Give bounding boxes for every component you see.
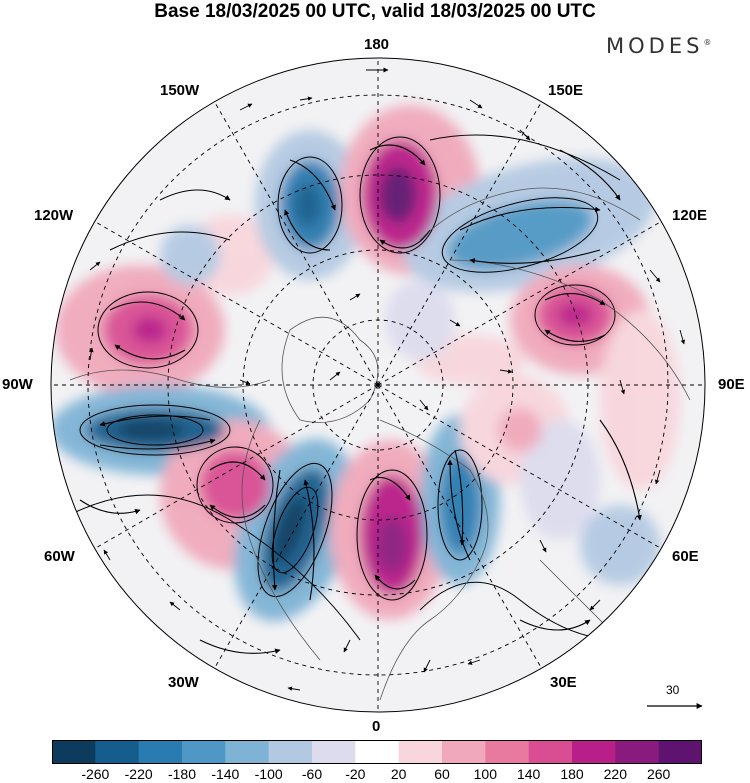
lon-label-30e: 30E bbox=[550, 674, 577, 691]
lon-label-60w: 60W bbox=[44, 548, 75, 565]
lon-label-120e: 120E bbox=[672, 207, 708, 224]
registered-mark: ® bbox=[703, 38, 712, 47]
colorbar-tick-label: 220 bbox=[603, 766, 628, 782]
brand-text: MODES bbox=[606, 34, 704, 58]
colorbar-swatch bbox=[658, 740, 702, 764]
colorbar-swatch bbox=[52, 740, 96, 764]
wind-streamlines bbox=[79, 144, 642, 654]
colorbar-tick-label: 100 bbox=[473, 766, 498, 782]
colorbar-swatch bbox=[182, 740, 226, 764]
colorbar-swatch bbox=[95, 740, 139, 764]
lon-label-150w: 150W bbox=[160, 82, 200, 99]
colorbar-swatch bbox=[268, 740, 313, 764]
colorbar-frame bbox=[52, 740, 702, 764]
reference-vector-label: 30 bbox=[666, 683, 680, 697]
anomaly-field bbox=[51, 58, 705, 712]
colorbar-tick-label: 140 bbox=[516, 766, 541, 782]
colorbar-swatch bbox=[355, 740, 399, 764]
colorbar-swatch bbox=[615, 740, 659, 764]
colorbar-tick-label: 260 bbox=[646, 766, 671, 782]
parallels bbox=[87, 94, 669, 676]
map-border bbox=[50, 57, 706, 713]
lon-label-30w: 30W bbox=[168, 674, 199, 691]
lon-label-120w: 120W bbox=[34, 207, 74, 224]
colorbar-tick-label: -140 bbox=[211, 766, 240, 782]
colorbar-swatch bbox=[442, 740, 486, 764]
colorbar-tick-label: -60 bbox=[301, 766, 323, 782]
lon-label-60e: 60E bbox=[672, 548, 699, 565]
lon-label-90e: 90E bbox=[718, 376, 745, 393]
colorbar-tick-label: -220 bbox=[124, 766, 153, 782]
modes-logo: MODES® bbox=[606, 34, 711, 58]
colorbar-tick-label: -100 bbox=[254, 766, 283, 782]
colorbar-swatch bbox=[528, 740, 573, 764]
colorbar-tick-label: 20 bbox=[390, 766, 407, 782]
colorbar-tick-label: -20 bbox=[345, 766, 366, 782]
colorbar-swatch bbox=[138, 740, 183, 764]
colorbar-swatch bbox=[485, 740, 529, 764]
meridians bbox=[51, 58, 705, 712]
colorbar-swatch bbox=[398, 740, 443, 764]
lon-label-90w: 90W bbox=[2, 376, 33, 393]
colorbar-tick-label: -180 bbox=[167, 766, 197, 782]
colorbar-tick-label: 180 bbox=[560, 766, 584, 782]
polar-stereographic-map bbox=[50, 57, 706, 713]
lon-label-150e: 150E bbox=[548, 82, 584, 99]
colorbar-swatch bbox=[572, 740, 616, 764]
lon-label-0: 0 bbox=[372, 718, 381, 735]
colorbar-tick-label: 60 bbox=[434, 766, 450, 782]
colorbar-swatch bbox=[225, 740, 269, 764]
colorbar-swatch bbox=[312, 740, 356, 764]
lon-label-180: 180 bbox=[364, 36, 390, 53]
colorbar bbox=[52, 740, 702, 764]
colorbar-tick-label: -260 bbox=[81, 766, 110, 782]
map-title: Base 18/03/2025 00 UTC, valid 18/03/2025… bbox=[154, 1, 596, 22]
wind-vectors bbox=[89, 96, 686, 691]
